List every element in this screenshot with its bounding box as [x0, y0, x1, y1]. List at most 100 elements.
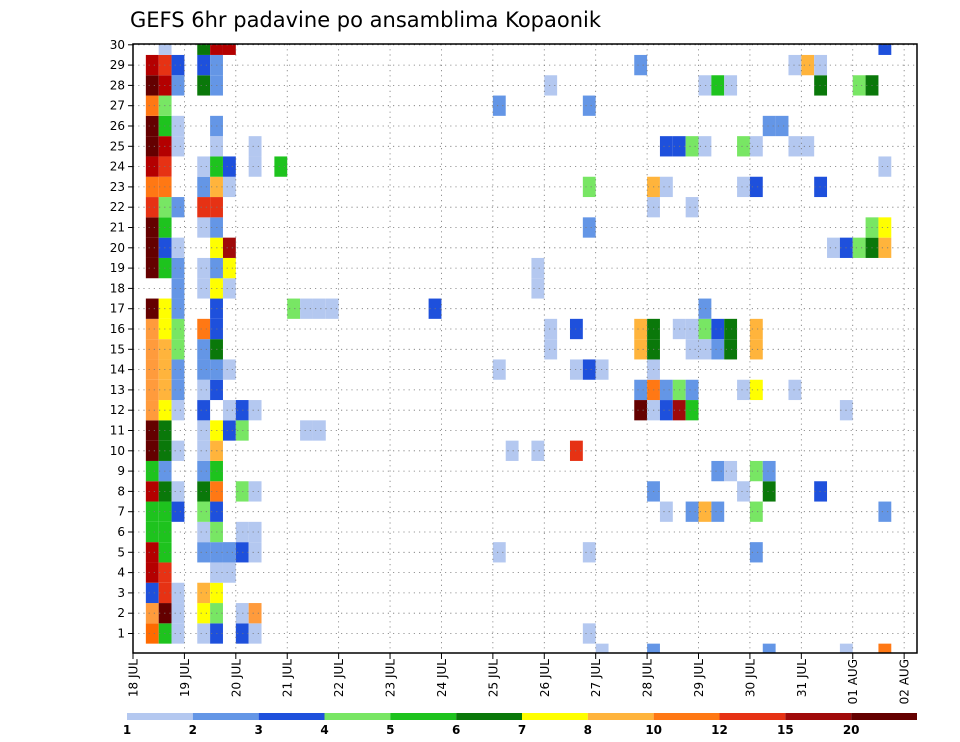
x-tick-label: 28 JUL: [641, 659, 655, 697]
heatmap-cell: [801, 136, 815, 157]
heatmap-cell: [788, 136, 802, 157]
heatmap-cell: [248, 136, 262, 157]
heatmap-cell: [197, 420, 211, 441]
legend: 1 2 3 4 5 6 7 8 10 12 15 20: [123, 713, 917, 737]
heatmap-cell: [171, 501, 185, 522]
heatmap-cell: [171, 298, 185, 319]
heatmap-cell: [762, 481, 776, 502]
x-tick-label: 02 AUG: [898, 659, 912, 704]
heatmap-cell: [659, 136, 673, 157]
heatmap-cell: [685, 318, 699, 340]
chart-title: GEFS 6hr padavine po ansamblima Kopaonik: [130, 8, 602, 32]
heatmap-cell: [145, 542, 159, 563]
y-tick-label: 27: [110, 99, 125, 113]
heatmap-cell: [827, 237, 840, 258]
x-tick-label: 20 JUL: [229, 659, 243, 697]
x-tick-label: 24 JUL: [435, 659, 449, 697]
heatmap-cell: [171, 603, 185, 624]
heatmap-cell: [749, 379, 763, 401]
heatmap-cell: [685, 339, 699, 360]
heatmap-cell: [145, 359, 159, 380]
heatmap-cell: [698, 318, 712, 340]
heatmap-cell: [222, 420, 236, 441]
heatmap-cell: [737, 176, 750, 198]
heatmap-cell: [197, 44, 211, 55]
heatmap-cell: [248, 400, 262, 421]
x-axis: 18 JUL 19 JUL 20 JUL 21 JUL 22 JUL 23 JUL 24 J…: [127, 653, 912, 704]
y-tick-label: 30: [110, 38, 125, 52]
legend-swatch: [587, 713, 654, 720]
heatmap-cell: [801, 54, 815, 76]
heatmap-cell: [531, 440, 545, 461]
legend-label: 15: [777, 723, 794, 737]
y-tick-label: 24: [110, 160, 125, 174]
heatmap-cell: [685, 136, 699, 157]
x-tick-label: 01 AUG: [846, 659, 860, 704]
heatmap-cell: [634, 318, 648, 340]
heatmap-cell: [197, 318, 211, 340]
y-tick-label: 23: [110, 180, 125, 194]
heatmap-cell: [171, 197, 185, 218]
y-tick-label: 8: [117, 484, 125, 498]
y-tick-label: 13: [110, 383, 125, 397]
heatmap-cell: [582, 542, 596, 563]
heatmap-cell: [724, 339, 738, 360]
legend-label: 20: [843, 723, 860, 737]
heatmap-cell: [814, 481, 828, 502]
heatmap-cell: [659, 176, 673, 198]
heatmap-cell: [197, 582, 211, 604]
x-tick-label: 26 JUL: [538, 659, 552, 697]
legend-swatch: [324, 713, 391, 720]
legend-swatch: [851, 713, 917, 720]
y-tick-label: 15: [110, 342, 125, 356]
heatmap-cell: [171, 623, 185, 644]
heatmap-cell: [145, 501, 159, 522]
heatmap-cell: [634, 54, 648, 76]
heatmap-cell: [505, 440, 519, 461]
heatmap-cell: [724, 318, 738, 340]
heatmap-cell: [145, 562, 159, 583]
y-tick-label: 29: [110, 58, 125, 72]
legend-swatch: [456, 713, 522, 720]
x-tick-label: 19 JUL: [178, 659, 192, 697]
heatmap-cell: [724, 460, 738, 482]
heatmap-cell: [197, 176, 211, 198]
heatmap-cell: [762, 643, 776, 653]
legend-swatch: [719, 713, 786, 720]
heatmap-cell: [222, 176, 236, 198]
x-tick-label: 18 JUL: [127, 659, 141, 697]
heatmap-cell: [878, 237, 892, 258]
heatmap-cell: [312, 298, 326, 319]
heatmap-cell: [222, 44, 236, 55]
heatmap-cell: [145, 582, 159, 604]
heatmap-cell: [197, 460, 211, 482]
legend-swatch: [653, 713, 720, 720]
heatmap-cell: [197, 379, 211, 401]
heatmap-cell: [685, 501, 699, 522]
heatmap-cell: [878, 643, 892, 653]
heatmap-cell: [171, 318, 185, 340]
heatmap-cell: [222, 562, 236, 583]
legend-label: 8: [584, 723, 592, 737]
heatmap-cell: [145, 603, 159, 624]
heatmap-cell: [312, 420, 326, 441]
heatmap-cell: [698, 136, 712, 157]
heatmap-cell: [531, 278, 545, 299]
heatmap-cell: [492, 359, 506, 380]
heatmap-cell: [171, 257, 185, 279]
y-tick-label: 16: [110, 322, 125, 336]
heatmap-cell: [248, 521, 262, 543]
heatmap-cell: [659, 501, 673, 522]
heatmap-cell: [569, 359, 583, 380]
heatmap-cell: [222, 257, 236, 279]
heatmap-cell: [222, 400, 236, 421]
x-tick-label: 29 JUL: [692, 659, 706, 697]
heatmap-cell: [197, 542, 211, 563]
heatmap-cell: [737, 481, 750, 502]
y-tick-label: 2: [117, 606, 125, 620]
legend-swatch: [192, 713, 259, 720]
y-tick-label: 5: [117, 545, 125, 559]
heatmap-cell: [749, 176, 763, 198]
heatmap-cell: [582, 359, 596, 380]
heatmap-cell: [171, 481, 185, 502]
